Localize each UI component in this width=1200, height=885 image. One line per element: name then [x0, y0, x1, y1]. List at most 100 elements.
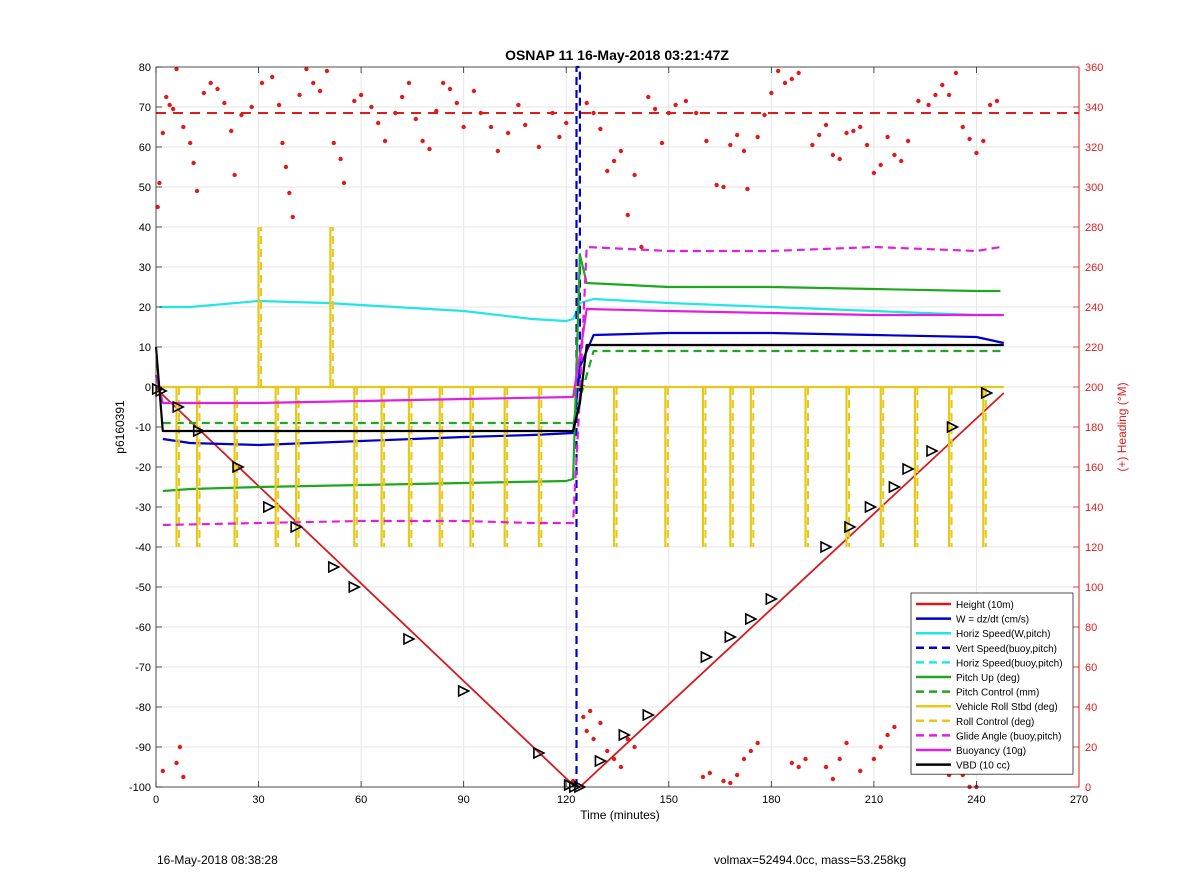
heading-point — [174, 66, 179, 72]
heading-point — [755, 134, 760, 140]
heading-point — [605, 748, 610, 754]
heading-point — [683, 98, 689, 104]
y2-tick-label: 20 — [1085, 742, 1097, 754]
heading-point — [905, 138, 911, 144]
heading-point — [734, 772, 740, 778]
heading-point — [324, 68, 330, 74]
heading-point — [276, 102, 282, 108]
y2-tick-label: 180 — [1085, 422, 1103, 434]
heading-point — [222, 100, 227, 106]
heading-point — [885, 134, 890, 140]
heading-point — [748, 748, 754, 754]
heading-point — [892, 152, 897, 158]
axis-layer: 0 30 60 90 120 150 180 210 240 270-100-90-80-70-6… — [129, 62, 1103, 806]
x-tick-label: 210 — [865, 794, 883, 806]
heading-point — [598, 720, 603, 726]
heading-point — [837, 156, 842, 162]
heading-point — [611, 158, 617, 164]
heading-point — [516, 102, 521, 108]
heading-point — [721, 778, 726, 784]
heading-point — [369, 104, 374, 110]
heading-point — [796, 764, 801, 770]
y2-tick-label: 120 — [1085, 542, 1103, 554]
heading-point — [270, 74, 275, 80]
y2-tick-label: 140 — [1085, 502, 1103, 514]
y-tick-label: -80 — [135, 702, 151, 714]
heading-point — [625, 736, 630, 742]
y-tick-label: -30 — [135, 502, 151, 514]
heading-point — [287, 190, 292, 196]
heading-point — [693, 110, 699, 116]
heading-point — [987, 102, 993, 108]
heading-point — [878, 744, 883, 750]
heading-point — [830, 776, 836, 782]
footer-volmax-mass: volmax=52494.0cc, mass=53.258kg — [714, 853, 907, 867]
y2-tick-label: 340 — [1085, 102, 1103, 114]
heading-point — [290, 214, 295, 220]
heading-point — [673, 102, 678, 108]
heading-point — [155, 204, 160, 210]
heading-point — [916, 98, 921, 104]
x-tick-label: 90 — [458, 794, 470, 806]
x-tick-label: 120 — [557, 794, 575, 806]
heading-point — [201, 90, 207, 96]
heading-point — [382, 138, 388, 144]
x-tick-label: 150 — [660, 794, 678, 806]
profile-marker — [844, 520, 857, 534]
heading-point — [858, 768, 863, 774]
profile-marker — [403, 632, 416, 646]
heading-point — [899, 158, 904, 164]
heading-point — [157, 180, 162, 186]
heading-point — [505, 130, 511, 136]
heading-point — [639, 244, 644, 250]
profile-marker — [926, 444, 939, 458]
y-tick-label: -60 — [135, 622, 151, 634]
profile-marker — [745, 612, 758, 626]
heading-point — [837, 756, 842, 762]
profile-marker — [642, 708, 656, 722]
heading-point — [208, 80, 213, 86]
heading-point — [471, 88, 477, 94]
heading-point — [557, 134, 562, 140]
heading-point — [878, 162, 883, 168]
profile-marker — [263, 500, 276, 514]
heading-point — [393, 110, 398, 116]
heading-point — [181, 774, 186, 780]
heading-point — [478, 110, 483, 116]
x-tick-label: 180 — [762, 794, 780, 806]
heading-point — [864, 142, 870, 148]
heading-point — [885, 732, 890, 738]
y2-axis-label: (+) Heading (°M) — [1115, 382, 1129, 471]
heading-point — [618, 148, 624, 154]
y-tick-label: 20 — [139, 302, 151, 314]
heading-point — [844, 130, 849, 136]
legend-label: Height (10m) — [956, 600, 1014, 611]
x-tick-label: 240 — [967, 794, 985, 806]
heading-point — [714, 182, 719, 188]
heading-point — [352, 98, 357, 104]
heading-point — [618, 764, 624, 770]
heading-point — [946, 92, 952, 98]
series-line-buoyancy-10g — [154, 307, 1004, 405]
heading-point — [358, 92, 364, 98]
y2-tick-label: 40 — [1085, 702, 1097, 714]
heading-point — [830, 152, 836, 158]
y-tick-label: -50 — [135, 582, 151, 594]
heading-point — [249, 104, 254, 110]
heading-point — [981, 138, 986, 144]
heading-point — [741, 756, 747, 762]
heading-point — [434, 108, 439, 114]
heading-point — [376, 120, 381, 126]
heading-point — [967, 136, 972, 142]
profile-marker — [348, 580, 362, 594]
heading-point — [823, 764, 829, 770]
heading-point — [181, 124, 186, 130]
y-tick-label: 0 — [145, 382, 151, 394]
y-tick-label: -100 — [129, 782, 151, 794]
profile-marker — [618, 728, 632, 742]
y-tick-label: 50 — [139, 182, 151, 194]
heading-point — [816, 132, 822, 138]
profile-marker — [888, 480, 902, 494]
heading-point — [229, 128, 234, 134]
heading-point — [892, 724, 897, 730]
